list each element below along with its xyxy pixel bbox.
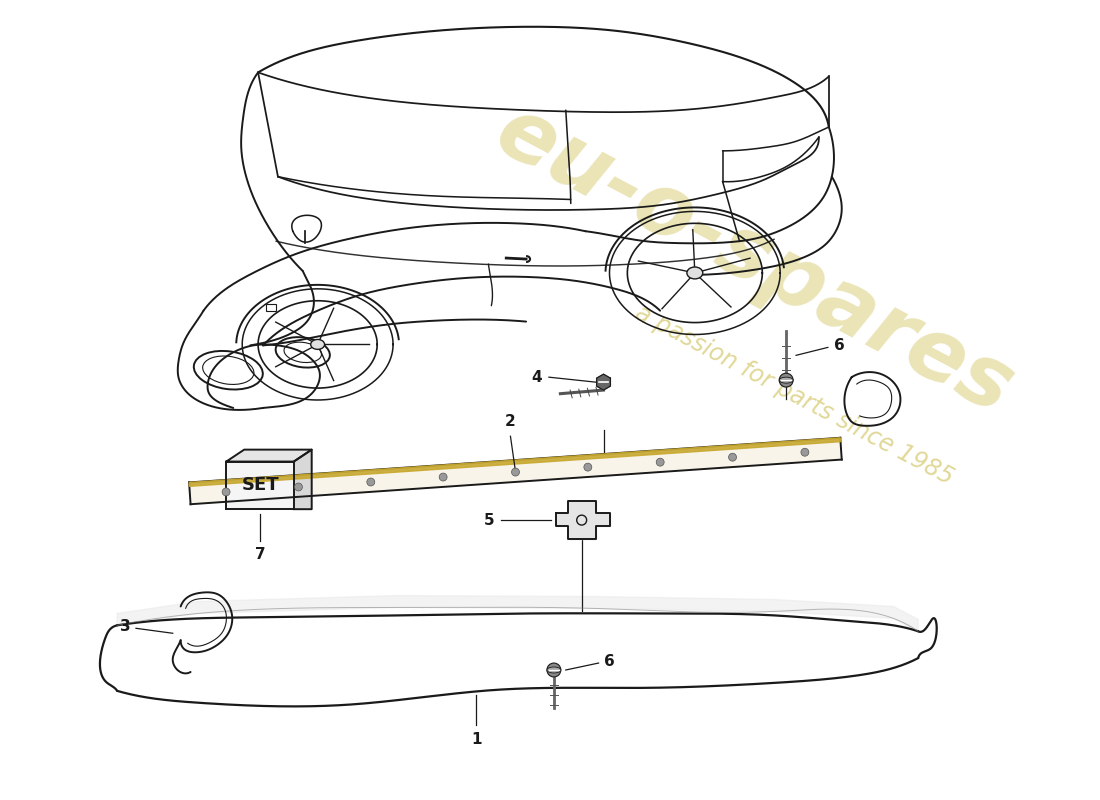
Text: 7: 7 — [255, 547, 265, 562]
Circle shape — [295, 483, 302, 491]
Circle shape — [584, 463, 592, 471]
Text: 6: 6 — [834, 338, 845, 353]
Ellipse shape — [686, 267, 703, 279]
Text: 6: 6 — [604, 654, 614, 669]
Polygon shape — [189, 438, 842, 504]
Polygon shape — [117, 595, 918, 631]
Polygon shape — [189, 438, 840, 486]
Polygon shape — [227, 450, 311, 462]
Text: eu-o-spares: eu-o-spares — [482, 90, 1027, 432]
Text: a passion for parts since 1985: a passion for parts since 1985 — [631, 301, 957, 490]
Circle shape — [439, 473, 447, 481]
Circle shape — [512, 468, 519, 476]
Ellipse shape — [779, 373, 793, 387]
Text: 1: 1 — [471, 731, 482, 746]
Polygon shape — [556, 502, 610, 539]
Ellipse shape — [547, 667, 561, 673]
Circle shape — [801, 448, 808, 456]
Circle shape — [366, 478, 375, 486]
Text: 2: 2 — [505, 414, 516, 430]
Ellipse shape — [547, 663, 561, 677]
Polygon shape — [227, 462, 294, 509]
Polygon shape — [596, 374, 611, 390]
Ellipse shape — [779, 377, 793, 383]
Bar — [266, 304, 276, 310]
Text: 3: 3 — [120, 619, 131, 634]
Text: SET: SET — [241, 476, 279, 494]
Text: 5: 5 — [484, 513, 494, 528]
Circle shape — [222, 488, 230, 496]
Polygon shape — [294, 450, 311, 509]
Ellipse shape — [310, 339, 324, 350]
Circle shape — [657, 458, 664, 466]
Circle shape — [728, 454, 737, 461]
Text: 4: 4 — [531, 370, 542, 385]
